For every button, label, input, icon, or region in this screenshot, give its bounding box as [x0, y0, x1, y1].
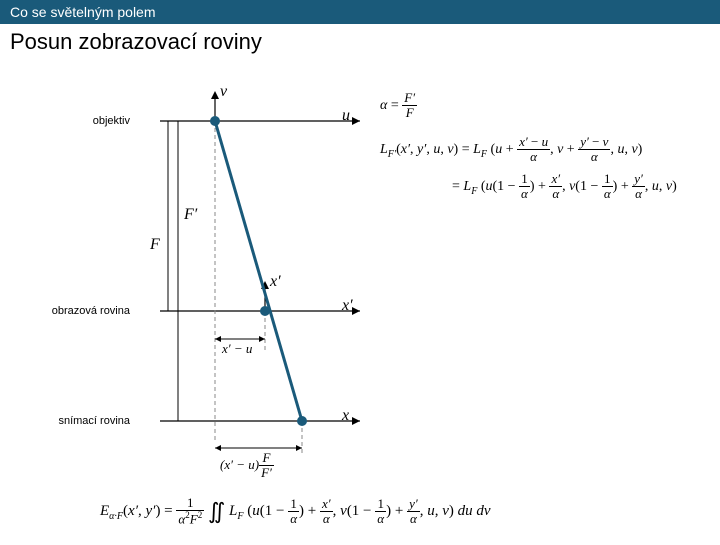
- label-F: F: [150, 236, 160, 254]
- label-obrazova-rovina: obrazová rovina: [40, 305, 130, 317]
- eq-bottom-integral: Eα·F(x′, y′) = 1α2F2 ∬ LF (u(1 − 1α) + x…: [100, 496, 491, 527]
- label-snimaci-rovina: snímací rovina: [40, 415, 130, 427]
- ray-diagram: objektiv obrazová rovina snímací rovina …: [40, 81, 360, 471]
- label-bottom-frac: (x′ − u)FF′: [220, 451, 274, 481]
- label-Fprime: F′: [184, 206, 197, 224]
- eq-lf-2: = LF (u(1 − 1α) + x′α, v(1 − 1α) + y′α, …: [380, 172, 710, 202]
- breadcrumb: Co se světelným polem: [0, 0, 720, 25]
- label-x-minus-u: x′ − u: [222, 341, 252, 357]
- content-area: objektiv obrazová rovina snímací rovina …: [0, 61, 720, 545]
- label-v: v: [220, 83, 227, 101]
- label-x-right: x: [342, 407, 349, 425]
- eq-alpha: α = F′F: [380, 91, 710, 121]
- formulas-block: α = F′F LF′(x′, y′, u, v) = LF (u + x′ −…: [380, 91, 710, 210]
- label-u: u: [342, 107, 350, 125]
- label-xprime-top: x′: [270, 273, 281, 291]
- eq-lf-1: LF′(x′, y′, u, v) = LF (u + x′ − uα, v +…: [380, 135, 710, 165]
- label-objektiv: objektiv: [40, 115, 130, 127]
- page-title: Posun zobrazovací roviny: [0, 25, 720, 61]
- label-xprime-right: x′: [342, 297, 353, 315]
